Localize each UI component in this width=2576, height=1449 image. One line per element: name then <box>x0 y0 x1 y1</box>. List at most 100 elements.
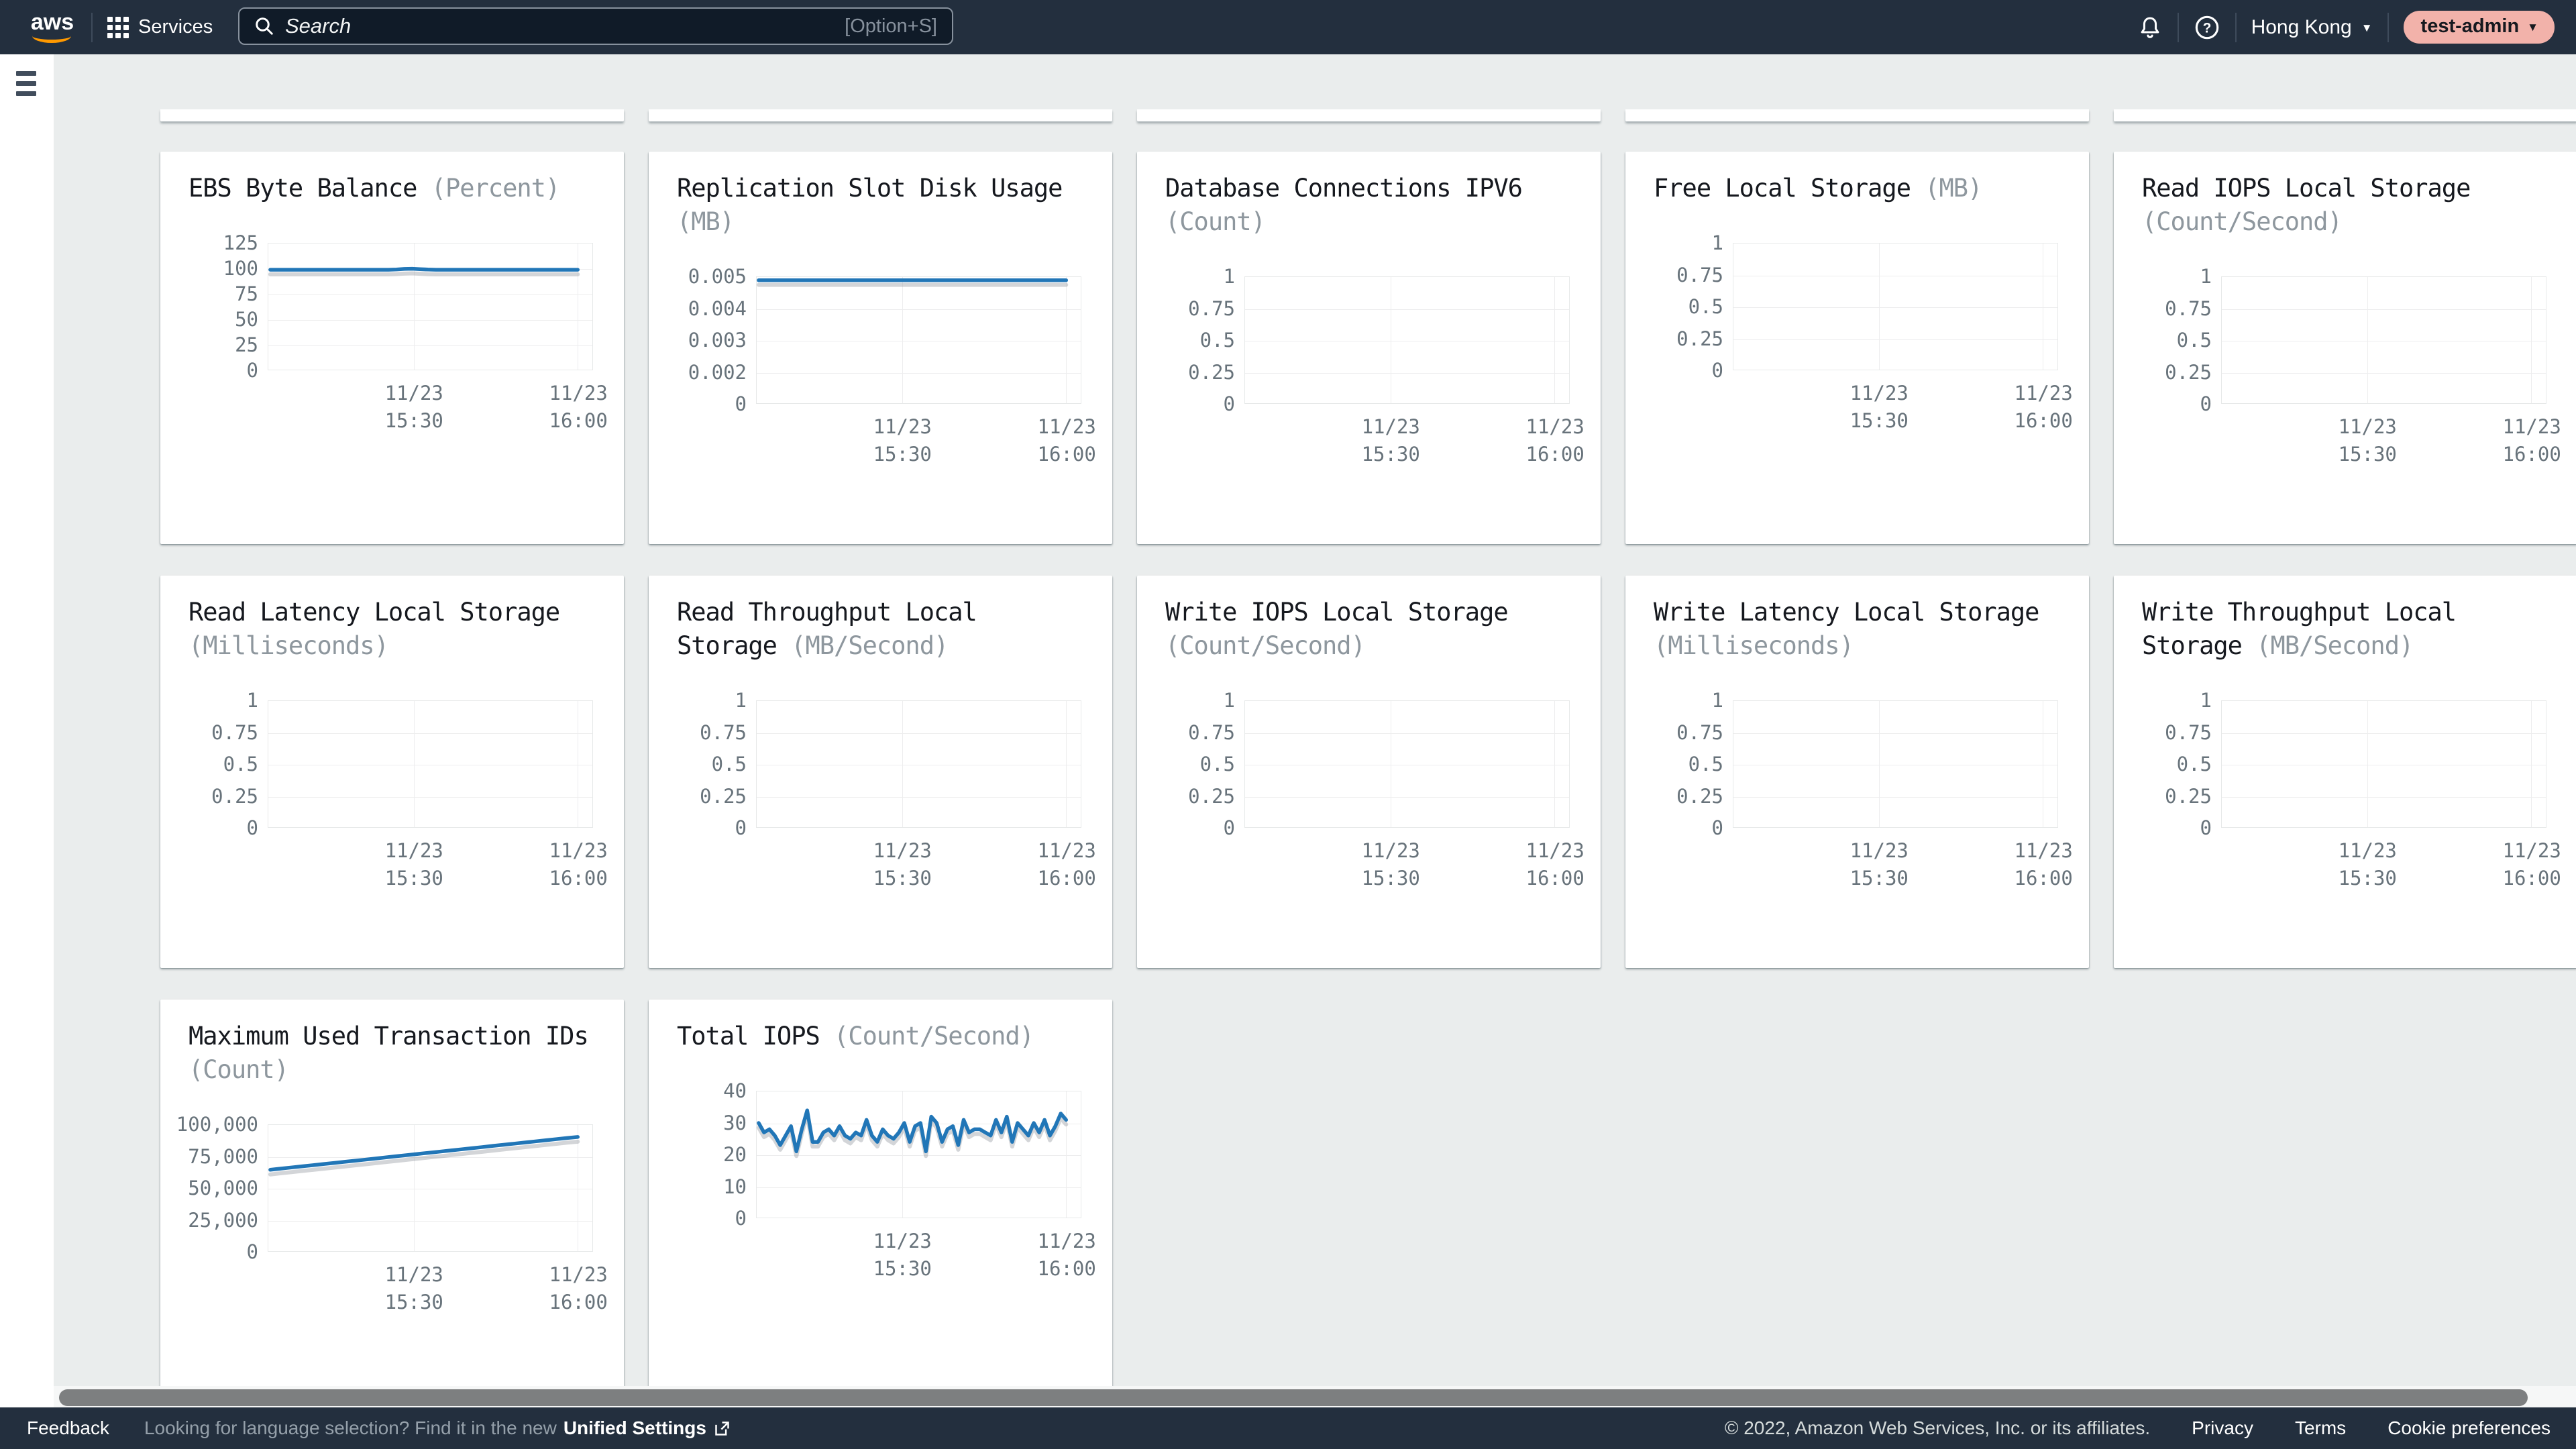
x-axis-tick: 11/23 16:00 <box>1037 1230 1096 1280</box>
x-axis-tick: 11/23 16:00 <box>549 1263 608 1313</box>
chevron-down-icon: ▼ <box>2361 21 2373 34</box>
partial-metric-card <box>1625 109 2089 121</box>
cookie-preferences-link[interactable]: Cookie preferences <box>2387 1417 2551 1438</box>
aws-logo[interactable]: aws <box>28 11 76 43</box>
y-axis-tick: 0 <box>2200 816 2212 839</box>
metric-card: EBS Byte Balance (Percent) 125 100 75 50 25 0 1… <box>160 152 624 544</box>
terms-link[interactable]: Terms <box>2294 1417 2347 1438</box>
y-axis-tick: 30 <box>723 1111 747 1134</box>
topbar-divider <box>2235 12 2237 42</box>
metric-unit: (MB) <box>677 207 735 236</box>
x-axis-tick: 11/23 16:00 <box>1525 839 1585 890</box>
language-hint-text: Looking for language selection? Find it … <box>144 1417 557 1438</box>
bell-icon <box>2141 17 2159 38</box>
metric-card: Write Latency Local Storage (Millisecond… <box>1625 576 2089 968</box>
metric-line-chart: 100,000 75,000 50,000 25,000 0 11/23 15:30 11/2… <box>160 1113 624 1328</box>
y-axis-tick: 0.004 <box>688 297 747 320</box>
y-axis-tick: 0 <box>246 359 258 382</box>
metric-card-title: Read Throughput Local Storage (MB/Second… <box>677 598 977 660</box>
y-axis-tick: 0.75 <box>1676 720 1723 744</box>
y-axis-labels: 1 0.75 0.5 0.25 0 <box>2142 265 2221 415</box>
y-axis-tick: 0.003 <box>688 329 747 352</box>
metric-card: Maximum Used Transaction IDs (Count) 100,… <box>160 1000 624 1392</box>
metric-line <box>759 1110 1066 1151</box>
y-axis-tick: 0 <box>246 1240 258 1263</box>
help-button[interactable]: ? <box>2194 14 2220 41</box>
y-axis-tick: 1 <box>1711 689 1723 712</box>
x-axis-tick: 11/23 15:30 <box>2338 839 2397 890</box>
y-axis-tick: 1 <box>1223 265 1235 288</box>
y-axis-labels: 1 0.75 0.5 0.25 0 <box>677 689 756 839</box>
x-axis-tick: 11/23 16:00 <box>2502 415 2561 466</box>
metric-line-chart: 125 100 75 50 25 0 11/23 15:30 11/23 16:00 <box>160 231 624 447</box>
x-axis-labels: 11/23 15:30 11/23 16:00 <box>1733 837 2073 904</box>
feedback-link[interactable]: Feedback <box>27 1417 109 1438</box>
open-menu-button[interactable] <box>16 71 38 101</box>
search-placeholder: Search <box>285 14 352 38</box>
y-axis-tick: 0.75 <box>2165 297 2212 320</box>
y-axis-tick: 1 <box>2200 265 2212 288</box>
y-axis-tick: 0 <box>735 816 747 839</box>
topbar-right-group: ? Hong Kong ▼ test-admin ▼ <box>2137 0 2576 54</box>
metric-line-shadow <box>270 1142 578 1175</box>
region-label: Hong Kong <box>2251 15 2352 38</box>
y-axis-tick: 50 <box>235 308 258 331</box>
x-axis-tick: 11/23 16:00 <box>549 382 608 432</box>
copyright-text: © 2022, Amazon Web Services, Inc. or its… <box>1724 1417 2151 1438</box>
metric-unit: (Count) <box>1165 207 1266 236</box>
y-axis-tick: 40 <box>723 1079 747 1102</box>
metric-card: Free Local Storage (MB) 1 0.75 0.5 0.25 0 11/2… <box>1625 152 2089 544</box>
x-axis-tick: 11/23 15:30 <box>873 839 932 890</box>
y-axis-tick: 125 <box>223 231 258 254</box>
side-navigation-rail <box>0 54 54 1407</box>
partial-metric-card <box>160 109 624 121</box>
x-axis-tick: 11/23 16:00 <box>1037 839 1096 890</box>
x-axis-labels: 11/23 15:30 11/23 16:00 <box>2221 413 2561 480</box>
partial-metric-card <box>649 109 1112 121</box>
y-axis-tick: 75,000 <box>188 1144 258 1168</box>
region-selector[interactable]: Hong Kong ▼ <box>2251 16 2373 39</box>
services-grid-icon <box>107 16 129 38</box>
metric-line <box>270 269 578 270</box>
metric-line-chart: 1 0.75 0.5 0.25 0 11/23 15:30 11/23 16:00 <box>2114 689 2576 904</box>
y-axis-tick: 0.25 <box>211 784 258 808</box>
x-axis-tick: 11/23 16:00 <box>1525 415 1585 466</box>
y-axis-tick: 0.5 <box>1688 753 1723 775</box>
metric-card-title: Maximum Used Transaction IDs (Count) <box>189 1022 589 1084</box>
services-menu-button[interactable]: Services <box>107 16 213 38</box>
y-axis-labels: 1 0.75 0.5 0.25 0 <box>1654 689 1733 839</box>
x-axis-tick: 11/23 15:30 <box>1849 839 1909 890</box>
y-axis-tick: 0.25 <box>1188 360 1235 384</box>
plot-area <box>1733 700 2058 828</box>
metric-line-chart: 1 0.75 0.5 0.25 0 11/23 15:30 11/23 16:00 <box>649 689 1112 904</box>
metric-unit: (Milliseconds) <box>1654 631 1854 660</box>
global-search-input[interactable]: Search [Option+S] <box>238 7 953 45</box>
aws-smile-icon <box>32 29 71 43</box>
metric-card-title: Write Latency Local Storage (Millisecond… <box>1654 598 2039 660</box>
y-axis-tick: 0.75 <box>700 720 747 744</box>
x-axis-labels: 11/23 15:30 11/23 16:00 <box>1733 380 2073 447</box>
metric-line-chart: 1 0.75 0.5 0.25 0 11/23 15:30 11/23 16:00 <box>2114 265 2576 480</box>
horizontal-scrollbar-thumb[interactable] <box>59 1389 2528 1406</box>
y-axis-tick: 50,000 <box>188 1177 258 1199</box>
services-label: Services <box>138 16 213 38</box>
privacy-link[interactable]: Privacy <box>2192 1417 2253 1438</box>
plot-area <box>1244 700 1570 828</box>
console-footer: Feedback Looking for language selection?… <box>0 1407 2576 1449</box>
x-axis-labels: 11/23 15:30 11/23 16:00 <box>1244 837 1585 904</box>
x-axis-tick: 11/23 15:30 <box>873 415 932 466</box>
notifications-button[interactable] <box>2137 15 2163 40</box>
y-axis-tick: 75 <box>235 282 258 305</box>
metric-card: Read Throughput Local Storage (MB/Second… <box>649 576 1112 968</box>
partial-metric-card <box>2114 109 2576 121</box>
y-axis-tick: 0.75 <box>1188 297 1235 320</box>
y-axis-tick: 0.25 <box>1676 784 1723 808</box>
x-axis-tick: 11/23 15:30 <box>384 1263 443 1313</box>
unified-settings-link[interactable]: Unified Settings <box>564 1417 731 1439</box>
y-axis-tick: 0 <box>1223 392 1235 415</box>
metric-unit: (MB) <box>1925 174 1982 203</box>
account-menu-button[interactable]: test-admin ▼ <box>2403 11 2555 44</box>
metric-card: Write IOPS Local Storage (Count/Second) 1… <box>1137 576 1601 968</box>
y-axis-labels: 1 0.75 0.5 0.25 0 <box>2142 689 2221 839</box>
footer-right-group: © 2022, Amazon Web Services, Inc. or its… <box>1725 1417 2551 1439</box>
